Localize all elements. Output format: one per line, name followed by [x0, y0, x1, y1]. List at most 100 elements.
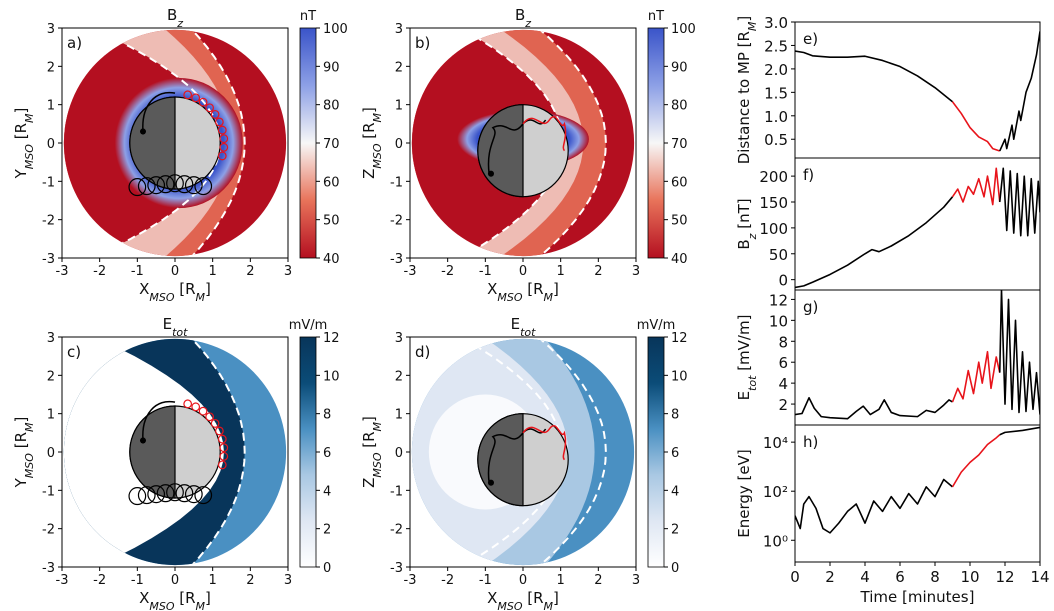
- colorbar-tick-label: 90: [323, 60, 340, 75]
- panel-title: Etot: [163, 315, 189, 339]
- y-tick-label: 10²: [763, 483, 788, 501]
- y-tick-label: 1.5: [764, 84, 788, 102]
- y-tick-label: 3: [395, 22, 403, 37]
- x-tick-label: 3: [284, 573, 292, 588]
- label-part: E: [735, 391, 753, 400]
- colorbar: [299, 336, 317, 568]
- panel-label: f): [803, 166, 814, 184]
- x-tick-label: 1: [557, 573, 565, 588]
- x-tick-label: 3: [632, 573, 640, 588]
- orbit-path-red: [523, 426, 566, 460]
- orbit-loop: [138, 178, 155, 195]
- label-part: Distance to MP [R: [735, 31, 753, 164]
- x-tick-label: 2: [246, 264, 254, 279]
- label-part: tot: [746, 375, 759, 391]
- x-tick-label: 3: [632, 264, 640, 279]
- x-tick-label: 0: [790, 568, 800, 586]
- field-image: [411, 29, 635, 257]
- label-part: M: [196, 291, 206, 304]
- x-tick-label: -1: [131, 264, 144, 279]
- label-part: MSO: [149, 291, 174, 304]
- colorbar-tick-label: 60: [323, 175, 340, 190]
- y-tick-label: 6: [778, 354, 788, 372]
- label-part: [nT]: [735, 198, 753, 233]
- label-part: ]: [12, 108, 30, 114]
- label-part: z: [524, 17, 531, 30]
- label-part: ]: [553, 589, 559, 607]
- colorbar: [299, 27, 317, 259]
- label-part: [R: [175, 589, 196, 607]
- label-part: X: [139, 589, 149, 607]
- label-part: Y: [12, 477, 30, 488]
- label-part: X: [487, 280, 497, 298]
- series-line: [951, 350, 1001, 403]
- orbit-loop: [184, 400, 192, 408]
- x-tick-label: -3: [56, 573, 69, 588]
- colorbar-tick-label: 70: [323, 137, 340, 152]
- axes-frame: [794, 424, 1041, 563]
- colorbar-tick-label: 100: [323, 22, 348, 37]
- x-tick-label: 2: [246, 573, 254, 588]
- label-part: Energy [eV]: [735, 449, 753, 537]
- orbit-dot: [139, 128, 146, 135]
- orbit-loop: [157, 485, 174, 502]
- bow-shock: [514, 318, 606, 586]
- y-tick-label: 1: [47, 408, 55, 423]
- colorbar-label: nT: [300, 9, 316, 24]
- label-part: [R: [360, 122, 378, 143]
- label-part: M: [196, 600, 206, 611]
- panel-title: Bz: [515, 6, 531, 30]
- series-line: [999, 426, 1040, 436]
- y-axis-label: ZMSO [RM]: [360, 416, 384, 488]
- panel-label: h): [803, 433, 818, 451]
- orbit-loop: [220, 453, 228, 461]
- x-tick-label: -2: [93, 264, 106, 279]
- y-tick-label: 3: [47, 22, 55, 37]
- series-line: [951, 101, 1001, 152]
- x-tick-label: 2: [594, 264, 602, 279]
- x-tick-label: 12: [995, 568, 1014, 586]
- y-tick-label: 1.0: [764, 108, 788, 126]
- colorbar-tick-label: 0: [323, 561, 331, 576]
- label-part: X: [139, 280, 149, 298]
- orbit-loop: [220, 135, 228, 143]
- panel-title: Bz: [167, 6, 183, 30]
- colorbar-label: mV/m: [637, 318, 676, 333]
- x-tick-label: 2: [825, 568, 835, 586]
- colorbar-tick-label: 2: [323, 523, 331, 538]
- colorbar-tick-label: 8: [323, 408, 331, 423]
- y-tick-label: -3: [390, 561, 403, 576]
- field-image: [63, 9, 287, 277]
- orbit-loop: [219, 126, 227, 134]
- bow-shock: [171, 9, 245, 277]
- y-axis-label: Distance to MP [RM]: [735, 16, 759, 165]
- series-line: [999, 31, 1040, 152]
- orbit-dot: [487, 170, 494, 177]
- orbit-loop: [129, 179, 146, 196]
- y-tick-label: -3: [42, 252, 55, 267]
- label-part: MSO: [371, 143, 384, 168]
- label-part: tot: [520, 326, 536, 339]
- x-tick-label: -1: [479, 264, 492, 279]
- y-tick-label: 3: [395, 331, 403, 346]
- y-tick-label: -1: [390, 175, 403, 190]
- orbit-loop: [195, 178, 212, 195]
- y-tick-label: 10⁴: [763, 434, 788, 452]
- y-tick-label: 0: [395, 446, 403, 461]
- y-tick-label: -3: [390, 252, 403, 267]
- colorbar-tick-label: 10: [323, 369, 340, 384]
- panel-label: d): [415, 343, 430, 361]
- y-tick-label: -2: [42, 214, 55, 229]
- colorbar-tick-label: 6: [671, 446, 679, 461]
- y-tick-label: -2: [390, 214, 403, 229]
- label-part: MSO: [23, 453, 36, 478]
- orbit-loop: [148, 177, 165, 194]
- orbit-loop: [195, 487, 212, 504]
- y-tick-label: 2: [47, 60, 55, 75]
- colorbar-tick-label: 4: [323, 484, 331, 499]
- x-tick-label: -1: [131, 573, 144, 588]
- x-tick-label: 0: [171, 573, 179, 588]
- orbit-loop: [176, 485, 193, 502]
- y-tick-label: 3: [47, 331, 55, 346]
- y-axis-label: Energy [eV]: [735, 449, 753, 537]
